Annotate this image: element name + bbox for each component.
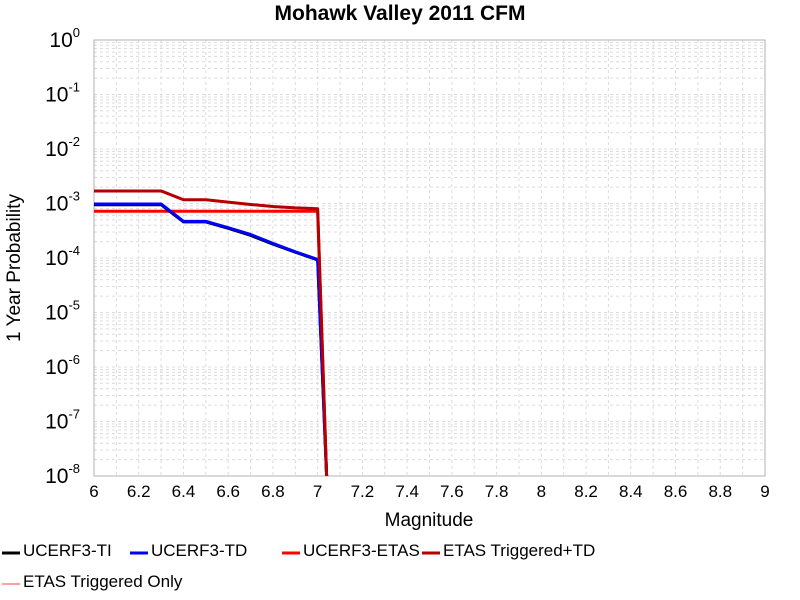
x-tick-label: 7 (313, 482, 322, 501)
y-tick-label: 10-6 (45, 352, 80, 379)
x-tick-label: 7.2 (351, 482, 375, 501)
x-tick-label: 6.8 (261, 482, 285, 501)
x-axis-label: Magnitude (385, 510, 474, 531)
legend-label-ucerf3-ti: UCERF3-TI (23, 541, 112, 560)
y-tick-label: 100 (49, 25, 80, 52)
x-tick-label: 9 (760, 482, 769, 501)
x-tick-label: 8.6 (664, 482, 688, 501)
legend: UCERF3-TI UCERF3-TD UCERF3-ETAS ETAS Trigge… (2, 541, 595, 591)
series-line-etas-triggered-td (94, 189, 329, 477)
x-tick-label: 6.2 (127, 482, 151, 501)
x-tick-label: 6.4 (172, 482, 196, 501)
x-tick-label: 8 (537, 482, 546, 501)
plot-frame (93, 39, 766, 477)
y-tick-label: 10-7 (45, 407, 80, 434)
y-axis-label: 1 Year Probability (4, 194, 25, 342)
grid (93, 40, 766, 477)
y-tick-label: 10-2 (45, 134, 80, 161)
series-line-ucerf3-td (94, 202, 329, 477)
y-tick-label: 10-3 (45, 189, 80, 216)
series-line-ucerf3-ti (94, 203, 329, 477)
x-tick-label: 6 (89, 482, 98, 501)
chart-title: Mohawk Valley 2011 CFM (275, 2, 526, 25)
y-tick-label: 10-1 (45, 80, 80, 107)
x-tick-label: 6.6 (216, 482, 240, 501)
y-tick-label: 10-8 (45, 461, 80, 488)
y-tick-label: 10-4 (45, 243, 80, 270)
legend-label-ucerf3-etas: UCERF3-ETAS (303, 541, 420, 560)
x-tick-label: 8.8 (708, 482, 732, 501)
x-tick-label: 7.4 (395, 482, 419, 501)
x-tick-label: 7.8 (485, 482, 509, 501)
legend-label-etas-triggered-only: ETAS Triggered Only (23, 572, 183, 591)
x-tick-label: 7.6 (440, 482, 464, 501)
x-tick-label: 8.2 (574, 482, 598, 501)
legend-label-etas-triggered-td: ETAS Triggered+TD (443, 541, 595, 560)
x-tick-labels: 6 6.2 6.4 6.6 6.8 7 7.2 7.4 7.6 7.8 8 8.2 8.4 8.6 8.8 9 (89, 482, 769, 501)
y-tick-label: 10-5 (45, 298, 80, 325)
y-tick-labels: 100 10-1 10-2 10-3 10-4 10-5 10-6 10-7 10-8 (45, 25, 80, 488)
series-lines (94, 189, 329, 477)
legend-label-ucerf3-td: UCERF3-TD (151, 541, 247, 560)
x-tick-label: 8.4 (619, 482, 643, 501)
